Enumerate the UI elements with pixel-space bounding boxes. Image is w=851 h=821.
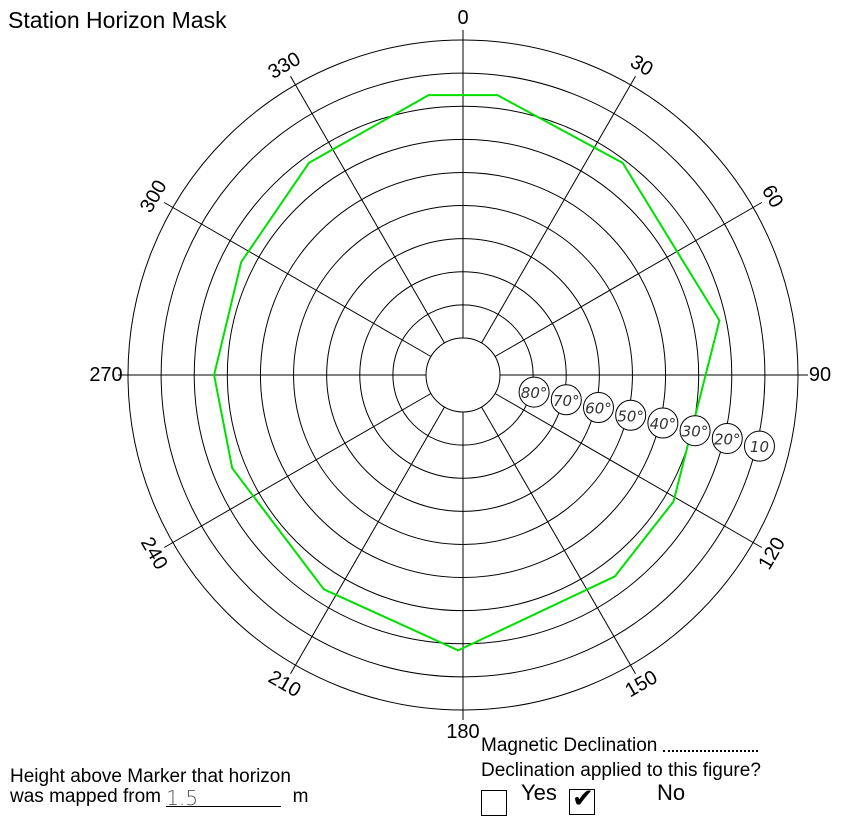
height-unit: m [292,786,309,807]
azimuth-label-0: 0 [457,7,468,29]
elevation-ring-marker-80 [518,376,550,408]
magnetic-declination: Magnetic Declination [481,735,759,756]
elevation-ring-90 [425,337,501,413]
elevation-ring-label-80: 80° [521,384,548,402]
elevation-ring-label-70: 70° [553,392,580,410]
elevation-ring-label-30: 30° [682,423,709,441]
azimuth-spoke-150 [481,406,636,675]
azimuth-label-90: 90 [809,364,831,386]
azimuth-spoke-300 [163,202,432,357]
azimuth-spoke-210 [290,406,445,675]
azimuth-spoke-30 [481,75,636,344]
azimuth-spoke-330 [290,75,445,344]
azimuth-label-240: 240 [136,534,172,574]
yes-label: Yes [521,780,557,805]
elevation-ring-label-20: 20° [714,430,741,448]
elevation-ring-label-40: 40° [650,415,677,433]
elevation-ring-marker-50 [615,399,647,431]
azimuth-label-30: 30 [626,51,656,81]
horizon-mask-layer [213,94,721,652]
horizon-mask-line [213,94,721,652]
elevation-ring-labels: 80° 70° 60° 50° 40° 30° 20° 10 [518,376,775,462]
horizon-mask-polar-plot: 0 30 60 90 120 150 180 210 240 270 300 330 80° 70° 60… [89,7,831,740]
azimuth-label-150: 150 [622,666,662,702]
elevation-ring-marker-70 [550,384,582,416]
height-label-line2: was mapped from [10,786,162,807]
height-label-line1: Height above Marker that horizon [10,766,291,787]
elevation-ring-marker-40 [647,407,679,439]
azimuth-label-60: 60 [757,181,787,211]
height-value: 1.5 [166,786,199,810]
height-value-field[interactable]: 1.5 [166,786,282,810]
azimuth-labels: 0 30 60 90 120 150 180 210 240 270 300 330 [89,7,831,740]
checkmark-icon: ✔ [572,784,594,814]
no-checkbox[interactable]: ✔ [569,784,595,815]
azimuth-spoke-120 [494,393,763,548]
elevation-ring-label-10: 10 [750,438,769,456]
elevation-ring-marker-20 [711,422,743,454]
azimuth-label-330: 330 [265,48,305,84]
yes-checkbox[interactable] [481,790,507,816]
azimuth-label-270: 270 [89,364,122,386]
elevation-ring-marker-30 [679,415,711,447]
azimuth-spoke-240 [163,393,432,548]
declination-value-field[interactable] [663,736,759,752]
no-label: No [657,780,686,805]
declination-applied-question: Declination applied to this figure? [481,760,761,781]
height-above-marker: Height above Marker that horizon was map… [10,766,309,810]
declination-label: Magnetic Declination [481,735,658,756]
azimuth-spoke-60 [494,202,763,357]
polar-grid [118,30,808,720]
elevation-ring-label-50: 50° [617,407,644,425]
azimuth-label-210: 210 [265,666,305,702]
elevation-ring-label-60: 60° [585,400,612,418]
azimuth-label-300: 300 [136,177,172,217]
azimuth-label-180: 180 [446,721,479,740]
elevation-ring-marker-10 [743,430,775,462]
page-title: Station Horizon Mask [8,7,227,33]
azimuth-label-120: 120 [754,534,790,574]
elevation-ring-marker-60 [582,392,614,424]
